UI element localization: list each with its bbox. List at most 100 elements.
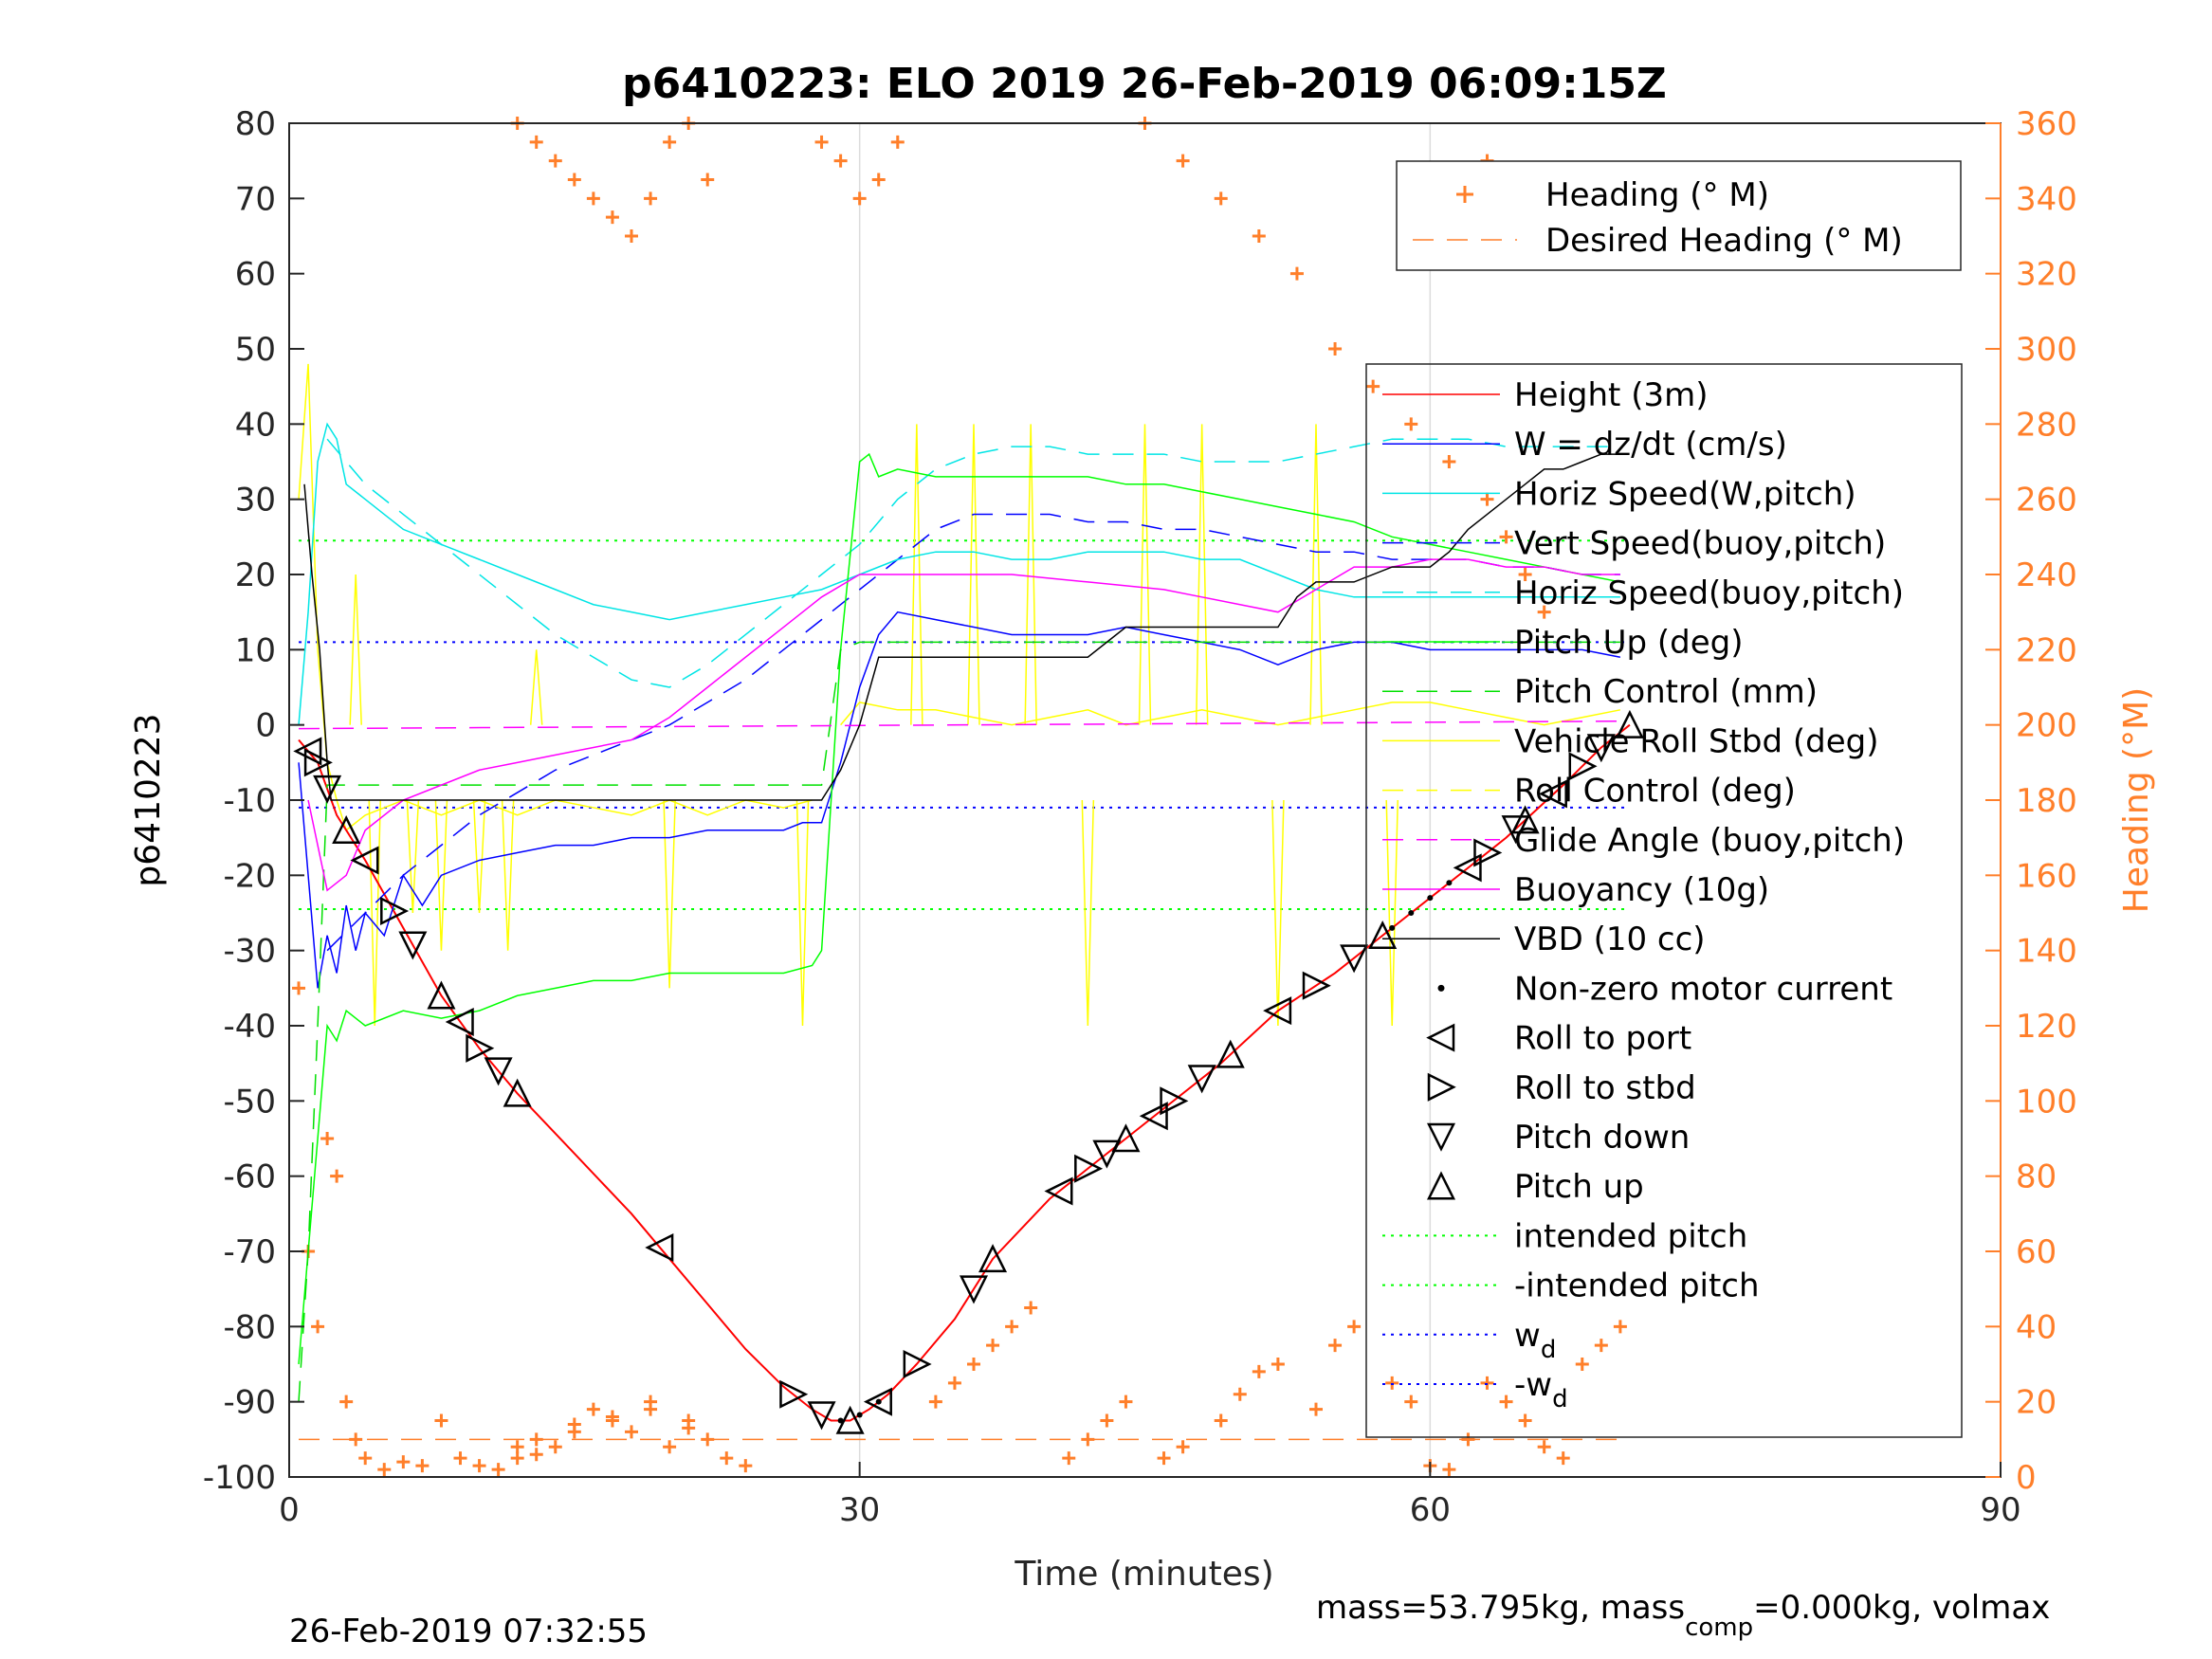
y-right-tick-label: 100 [2016,1083,2077,1121]
event-markers [293,709,1644,1434]
roll-spike [910,424,923,725]
heading-point [339,1395,354,1409]
event-marker [1586,734,1616,763]
y-right-tick-label: 340 [2016,180,2077,218]
roll-spike [1081,799,1095,1027]
legend-main-label: intended pitch [1514,1217,1747,1255]
roll-spike [1309,424,1323,725]
y-axis-label: p6410223 [129,713,168,886]
heading-point [1328,342,1343,356]
heading-point [1518,568,1532,581]
axes: -100-90-80-70-60-50-40-30-20-10010203040… [203,105,2077,1529]
heading-point [1157,1451,1171,1466]
event-marker [1263,996,1292,1026]
y-tick-label: 30 [235,482,276,520]
event-marker [350,846,379,875]
event-marker [959,1275,989,1304]
event-marker [645,1233,674,1263]
heading-point [529,135,543,149]
legend-heading-label: Heading (° M) [1545,176,1769,214]
event-marker [503,1078,532,1107]
legend-main-label: Horiz Speed(W,pitch) [1514,475,1856,513]
heading-point [1062,1451,1076,1466]
heading-point [1289,266,1304,281]
legend-main-label: VBD (10 cc) [1514,921,1706,958]
event-marker [1302,971,1331,1000]
y-right-tick-label: 200 [2016,707,2077,745]
roll-spike [1271,799,1285,1027]
event-marker [1160,1086,1189,1116]
heading-point [1499,530,1513,544]
series-pitch-up--deg- [298,452,1621,1365]
event-marker [835,1405,865,1434]
heading-point [1480,1376,1494,1390]
y-right-tick-label: 300 [2016,331,2077,369]
heading-scatter [292,117,1630,1477]
event-marker [1111,1123,1141,1153]
heading-point [1442,455,1456,468]
heading-point [567,173,581,187]
legend-main-sample [1437,984,1445,992]
legend-main-label: Vehicle Roll Stbd (deg) [1514,722,1879,760]
heading-point [720,1451,734,1466]
y-tick-label: -20 [223,857,276,895]
legend-main-label: wd [1514,1317,1556,1364]
heading-point [605,1410,619,1424]
event-marker [1510,805,1540,834]
event-marker [1092,1139,1122,1169]
legend-main-label: Roll to stbd [1514,1069,1696,1107]
event-marker [978,1244,1008,1273]
heading-point [586,191,600,206]
heading-point [1271,1358,1285,1371]
event-marker [779,1379,809,1409]
y-right-tick-label: 360 [2016,105,2077,143]
heading-point [1100,1413,1114,1428]
legend-main-sample [1426,1023,1455,1052]
heading-point [833,154,848,168]
y-tick-label: -40 [223,1008,276,1046]
x-tick-label: 0 [279,1491,300,1529]
heading-point [415,1459,430,1473]
y-right-tick-label: 20 [2016,1384,2057,1422]
heading-point [625,1425,638,1439]
heading-point [1252,229,1266,243]
y-tick-label: -30 [223,933,276,971]
series-vert-speed-buoy-pitch- [326,513,1620,952]
event-marker [863,1387,892,1416]
x-tick-label: 90 [1980,1491,2020,1529]
motor-current-point [837,1417,844,1424]
heading-point [292,981,306,995]
heading-point [567,1417,581,1431]
heading-point [491,1463,505,1477]
heading-point [1119,1395,1133,1409]
event-marker [807,1401,836,1431]
heading-point [986,1339,1000,1353]
heading-point [928,1395,942,1409]
y-right-tick-label: 40 [2016,1308,2057,1346]
heading-point [1309,1402,1323,1416]
heading-point [605,210,619,225]
legend-main-box [1365,363,1963,1438]
y-right-tick-label: 220 [2016,631,2077,669]
roll-spike [501,799,515,951]
y-tick-label: -60 [223,1158,276,1196]
event-marker [1538,779,1567,809]
heading-point [1233,1387,1247,1401]
heading-point [1613,1320,1627,1334]
series-horiz-speed-buoy-pitch- [326,438,1620,688]
event-marker [380,896,410,926]
legend-main-label: -intended pitch [1514,1267,1760,1305]
heading-point [1537,1440,1551,1454]
roll-spike [663,799,676,989]
motor-current-point [1427,895,1434,902]
motor-current-point [856,1412,863,1418]
legend-main-label: Horiz Speed(buoy,pitch) [1514,574,1904,612]
event-marker [1139,1102,1168,1131]
roll-spike [1024,424,1037,725]
heading-point [548,154,562,168]
legend-main-label: W = dz/dt (cm/s) [1514,426,1787,464]
heading-point [852,191,867,206]
event-marker [332,814,361,844]
x-tick-label: 30 [839,1491,880,1529]
